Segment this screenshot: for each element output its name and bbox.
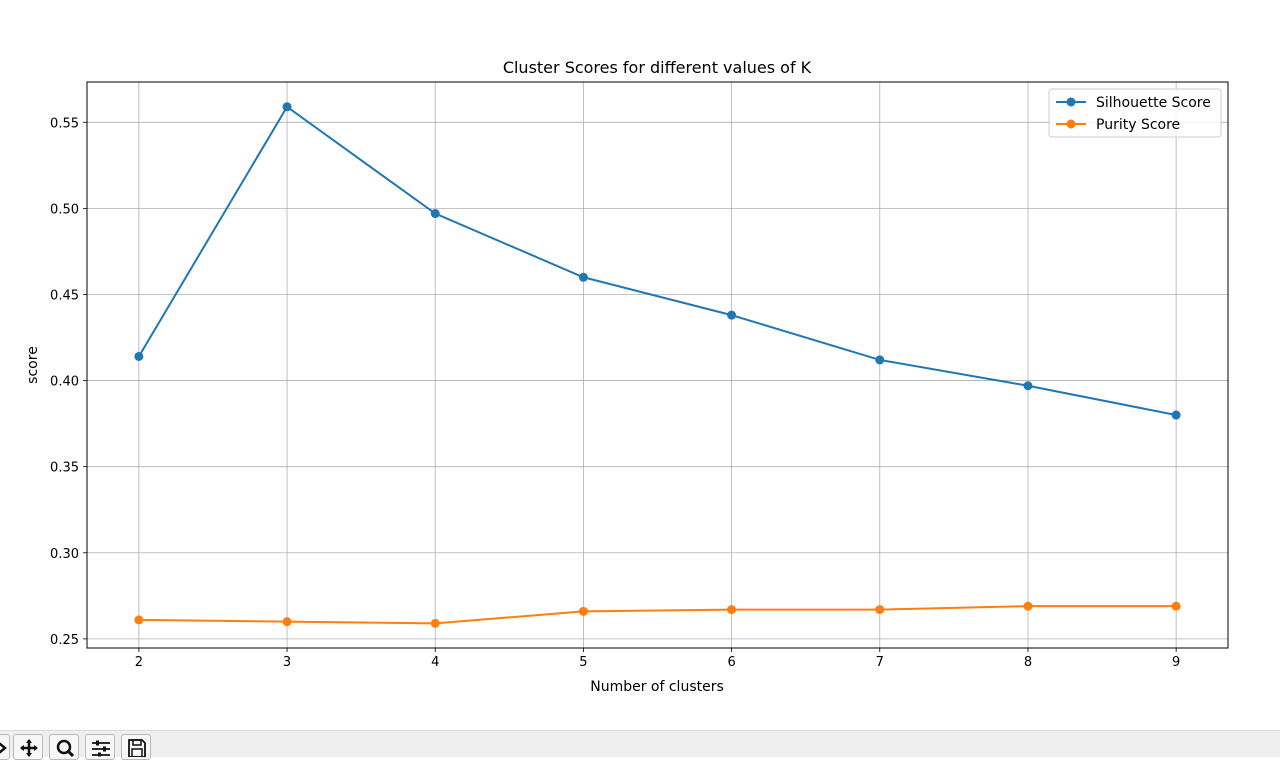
legend: Silhouette Score Purity Score <box>1048 88 1222 138</box>
legend-box <box>1048 88 1222 138</box>
x-axis-label: Number of clusters <box>590 679 724 695</box>
silhouette-score-point <box>282 102 292 112</box>
x-tick-label: 7 <box>876 655 884 670</box>
y-tick-label: 0.50 <box>50 202 79 217</box>
x-tick-label: 3 <box>283 655 291 670</box>
configure-subplots-button[interactable] <box>85 734 115 760</box>
legend-marker-swatch <box>1066 119 1076 129</box>
zoom-icon <box>56 739 75 757</box>
x-tick-label: 2 <box>135 655 143 670</box>
y-tick-label: 0.35 <box>50 461 79 476</box>
zoom-button[interactable] <box>49 734 79 760</box>
silhouette-score-point <box>1023 381 1033 391</box>
y-tick-label: 0.45 <box>50 288 79 303</box>
silhouette-score-point <box>430 209 440 219</box>
chart-title: Cluster Scores for different values of K <box>503 58 812 77</box>
silhouette-score-line <box>138 105 1177 417</box>
silhouette-score-point <box>727 310 737 320</box>
purity-score-point <box>430 618 440 628</box>
y-tick-label: 0.55 <box>50 116 79 131</box>
y-tick-label: 0.30 <box>50 547 79 562</box>
y-axis-label: score <box>25 346 41 384</box>
y-tick-label: 0.40 <box>50 375 79 390</box>
purity-score-point <box>1171 601 1181 611</box>
grid <box>87 82 1228 648</box>
legend-label: Purity Score <box>1096 117 1180 133</box>
purity-score-point <box>282 617 292 627</box>
x-tick-label: 9 <box>1172 655 1180 670</box>
silhouette-score-point <box>1171 410 1181 420</box>
plot-series <box>134 102 1181 628</box>
x-tick-label: 4 <box>431 655 439 670</box>
legend-marker-swatch <box>1066 97 1076 107</box>
silhouette-score-point <box>134 351 144 361</box>
axes-frame <box>86 81 1229 649</box>
legend-label: Silhouette Score <box>1096 95 1211 111</box>
purity-score-point <box>134 615 144 625</box>
pan-icon <box>20 739 38 757</box>
pan-button[interactable] <box>13 734 43 760</box>
chart-figure: Cluster Scores for different values of K… <box>25 58 1229 695</box>
forward-button[interactable] <box>0 734 10 760</box>
axis-ticks: 2 3 4 5 6 7 8 9 0.25 0.30 0.35 0.40 0.45 0.50 0.55 <box>50 116 1180 670</box>
navigation-toolbar <box>0 730 1280 760</box>
x-tick-label: 8 <box>1024 655 1032 670</box>
silhouette-score-point <box>875 355 885 365</box>
configure-subplots-icon <box>92 740 110 757</box>
silhouette-score-point <box>578 272 588 282</box>
purity-score-line <box>138 605 1177 625</box>
save-icon <box>128 739 146 757</box>
y-tick-label: 0.25 <box>50 633 79 648</box>
save-button[interactable] <box>121 734 151 760</box>
forward-icon <box>0 742 7 754</box>
x-tick-label: 6 <box>727 655 735 670</box>
purity-score-point <box>727 605 737 615</box>
purity-score-point <box>1023 601 1033 611</box>
purity-score-point <box>875 605 885 615</box>
purity-score-point <box>578 606 588 616</box>
x-tick-label: 5 <box>579 655 587 670</box>
